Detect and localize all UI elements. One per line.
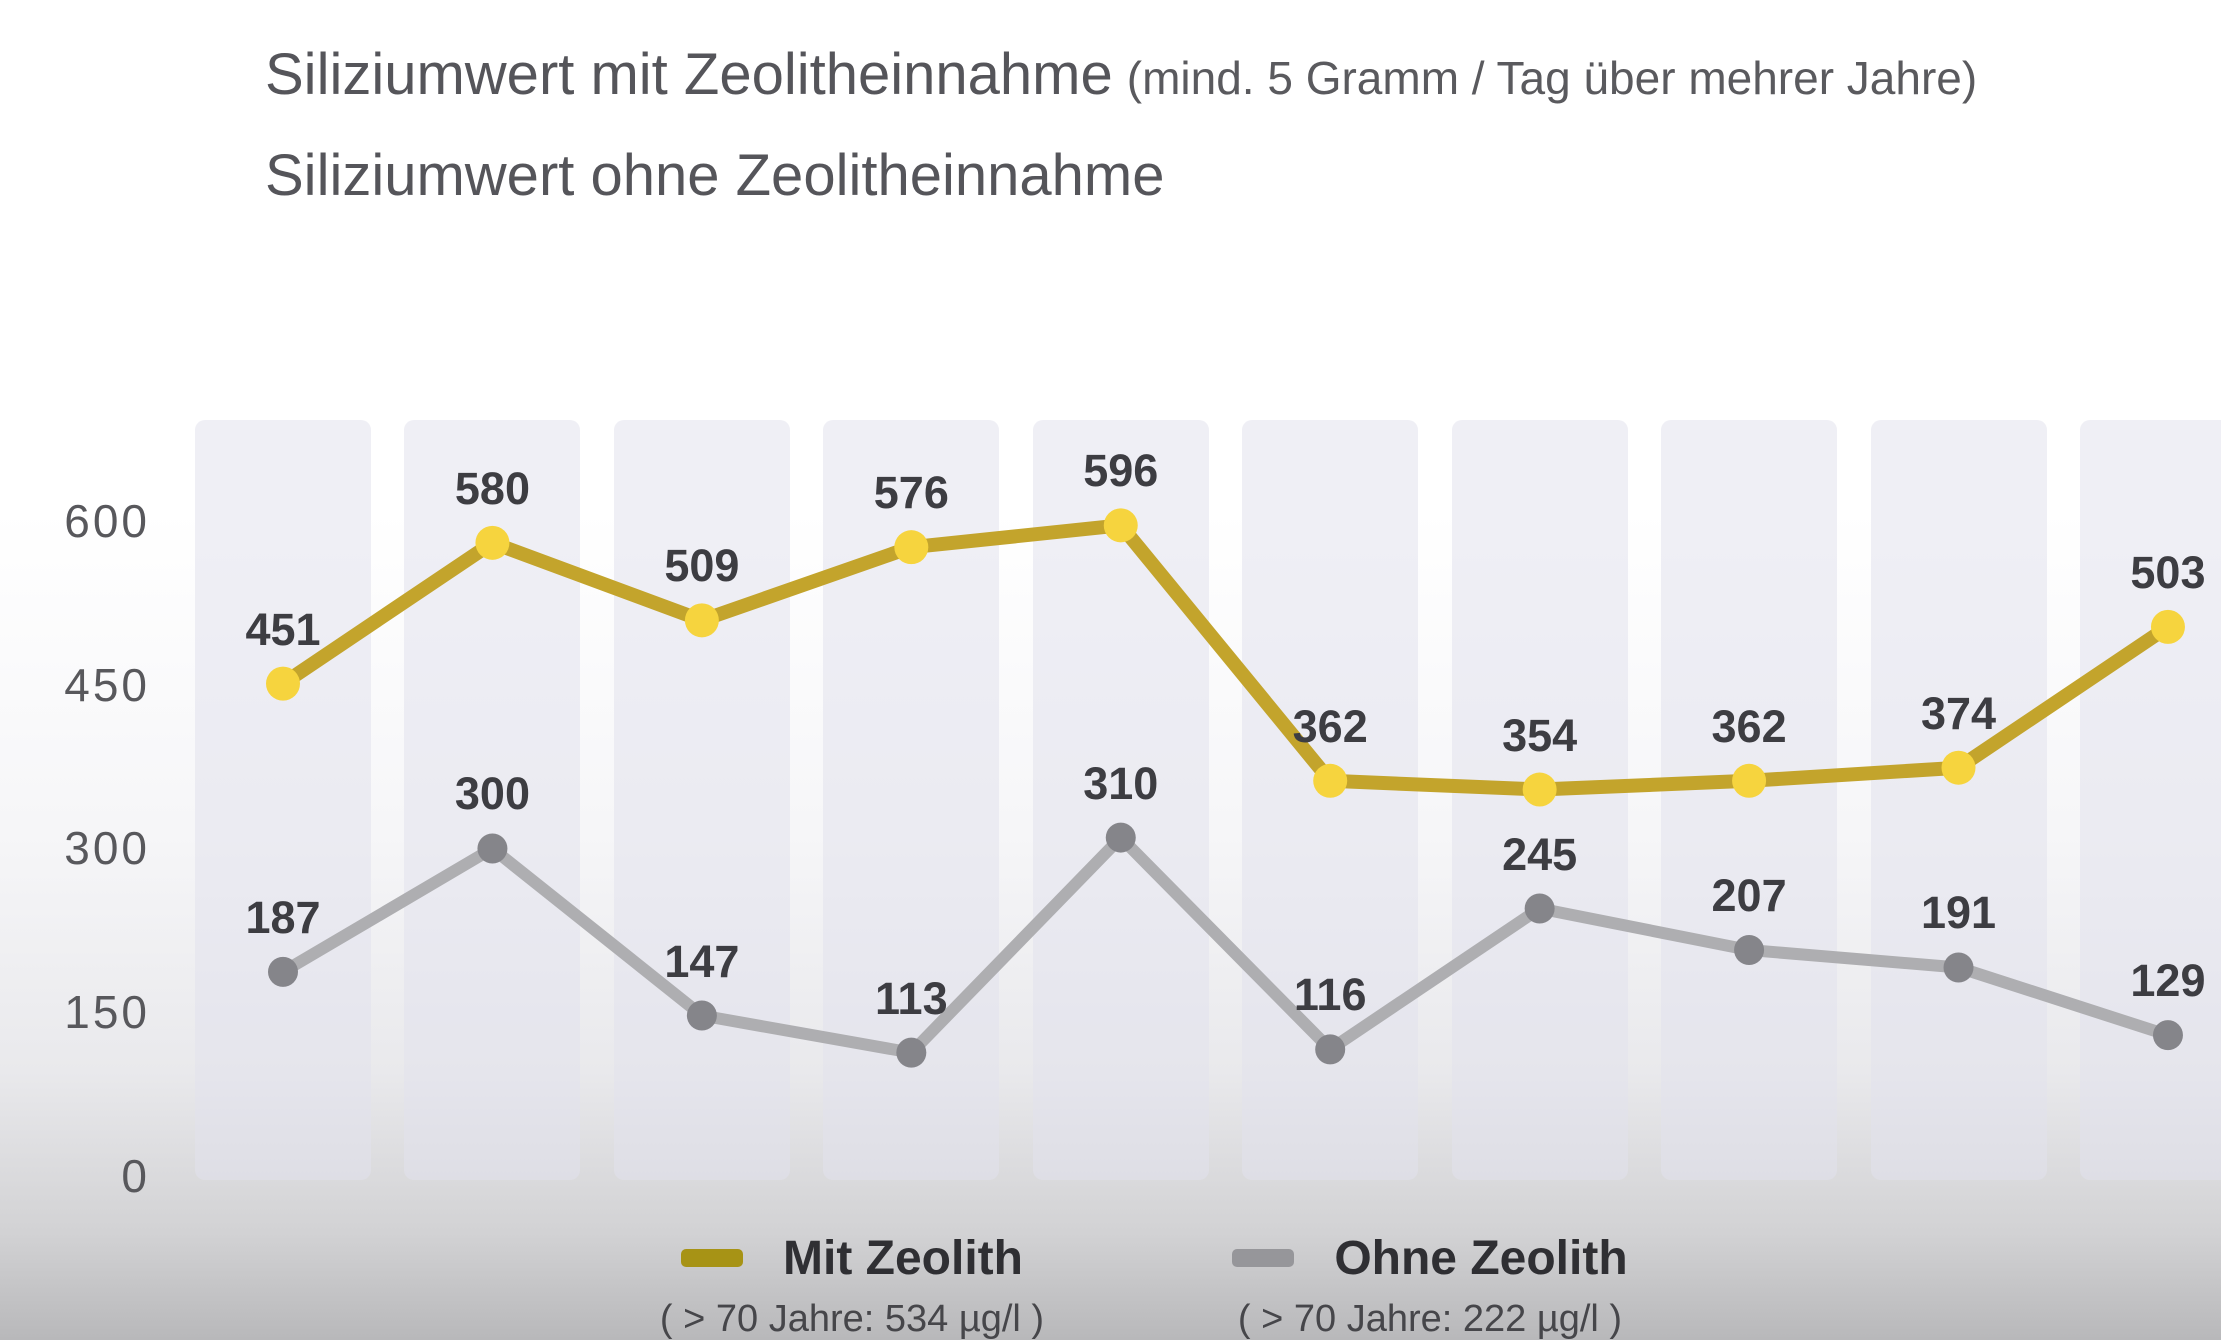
y-axis-tick-label: 600 — [64, 494, 150, 547]
data-point-marker — [1105, 822, 1136, 853]
y-axis-tick-label: 0 — [121, 1150, 150, 1202]
data-point-marker — [684, 603, 719, 638]
column-band — [1032, 420, 1209, 1180]
line-ohne-zeolith — [277, 831, 2174, 1059]
data-point-marker — [1943, 952, 1974, 983]
value-label: 509 — [664, 540, 740, 592]
data-point-marker — [266, 666, 300, 701]
legend-note-mit-zeolith: ( > 70 Jahre: 534 µg/l ) — [659, 1298, 1045, 1340]
data-point-marker — [1732, 763, 1767, 798]
value-label: 207 — [1711, 870, 1787, 922]
column-band — [2079, 420, 2221, 1180]
data-point-marker — [2150, 609, 2185, 644]
legend-label-ohne-zeolith: Ohne Zeolith — [1334, 1231, 1628, 1285]
data-point-marker — [1524, 893, 1555, 924]
column-band — [1870, 420, 2047, 1180]
value-label: 191 — [1920, 887, 1997, 939]
column-band — [195, 420, 371, 1180]
value-label: 576 — [873, 467, 949, 519]
chart-title-block: Siliziumwert mit Zeolitheinnahme (mind. 5… — [265, 42, 1977, 209]
data-point-marker — [1734, 935, 1765, 966]
title-dosage-note: (mind. 5 Gramm / Tag über mehrer Jahre) — [1126, 52, 1978, 104]
data-point-marker — [896, 1037, 927, 1068]
data-point-marker — [1313, 763, 1348, 798]
data-point-marker — [2152, 1020, 2183, 1051]
value-label: 113 — [875, 972, 948, 1024]
value-label: 362 — [1711, 700, 1787, 752]
value-label: 310 — [1083, 757, 1159, 809]
column-band — [1661, 420, 1838, 1180]
data-point-marker — [475, 525, 510, 560]
data-point-marker — [1941, 750, 1976, 785]
y-axis-tick-label: 450 — [64, 658, 150, 711]
mit-zeolith-swatch-icon — [681, 1249, 744, 1267]
data-point-marker — [1522, 772, 1557, 807]
value-label: 147 — [664, 935, 740, 987]
legend-row-ohne-zeolith: Ohne Zeolith — [1232, 1231, 1628, 1285]
value-label: 596 — [1083, 445, 1159, 497]
legend-item-ohne-zeolith: Ohne Zeolith ( > 70 Jahre: 222 µg/l ) — [1180, 1232, 1680, 1340]
value-label: 362 — [1292, 700, 1368, 752]
legend-note-ohne-zeolith: ( > 70 Jahre: 222 µg/l ) — [1237, 1298, 1623, 1340]
legend-item-mit-zeolith: Mit Zeolith ( > 70 Jahre: 534 µg/l ) — [602, 1232, 1102, 1340]
title-ohne-zeolith: Siliziumwert ohne Zeolitheinnahme — [265, 142, 1165, 208]
data-point-marker — [686, 1000, 717, 1031]
y-axis-tick-label: 150 — [64, 986, 150, 1039]
value-label: 187 — [245, 891, 321, 943]
data-point-marker — [477, 833, 508, 864]
value-label: 451 — [245, 603, 321, 655]
value-label: 354 — [1502, 709, 1578, 761]
value-label: 245 — [1502, 828, 1578, 880]
data-point-marker — [268, 956, 298, 987]
data-point-marker — [894, 530, 929, 565]
value-label: 129 — [2130, 955, 2206, 1007]
data-point-marker — [1315, 1034, 1346, 1065]
line-mit-zeolith — [276, 518, 2175, 797]
title-mit-zeolith: Siliziumwert mit Zeolitheinnahme — [265, 42, 1113, 107]
column-band — [613, 420, 790, 1180]
legend-label-mit-zeolith: Mit Zeolith — [783, 1231, 1023, 1285]
ohne-zeolith-swatch-icon — [1232, 1249, 1295, 1267]
legend-row-mit-zeolith: Mit Zeolith — [681, 1231, 1023, 1285]
value-label: 580 — [454, 462, 530, 514]
chart-title-line1: Siliziumwert mit Zeolitheinnahme (mind. 5… — [265, 42, 1977, 109]
data-point-marker — [1103, 508, 1138, 543]
y-axis-tick-label: 300 — [64, 822, 150, 875]
value-label: 116 — [1293, 969, 1367, 1021]
value-label: 503 — [2130, 546, 2206, 598]
value-label: 300 — [454, 768, 530, 820]
value-label: 374 — [1920, 687, 1997, 739]
